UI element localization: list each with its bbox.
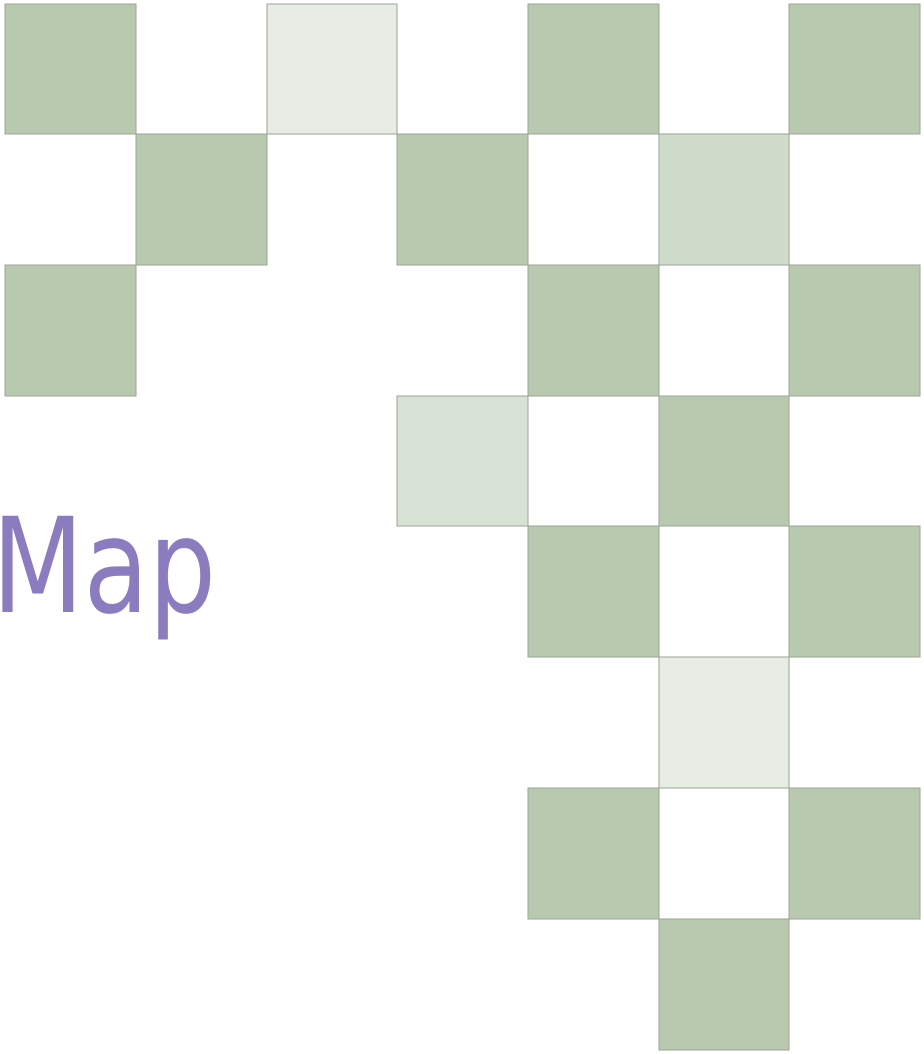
tile <box>4 264 137 397</box>
tile <box>658 656 790 789</box>
tile <box>4 3 137 135</box>
tile <box>527 264 660 397</box>
tile <box>266 3 398 135</box>
tile <box>788 3 921 135</box>
tile <box>788 264 921 397</box>
tile <box>396 133 529 266</box>
slide-title: Map <box>0 490 216 644</box>
tile <box>658 395 790 527</box>
tile <box>788 525 921 658</box>
tile <box>527 525 660 658</box>
tile <box>658 133 790 266</box>
tile-grid <box>4 3 921 1051</box>
tile <box>658 918 790 1051</box>
tile <box>788 787 921 920</box>
tile <box>396 395 529 527</box>
tile <box>527 787 660 920</box>
tile <box>135 133 268 266</box>
tile <box>527 3 660 135</box>
